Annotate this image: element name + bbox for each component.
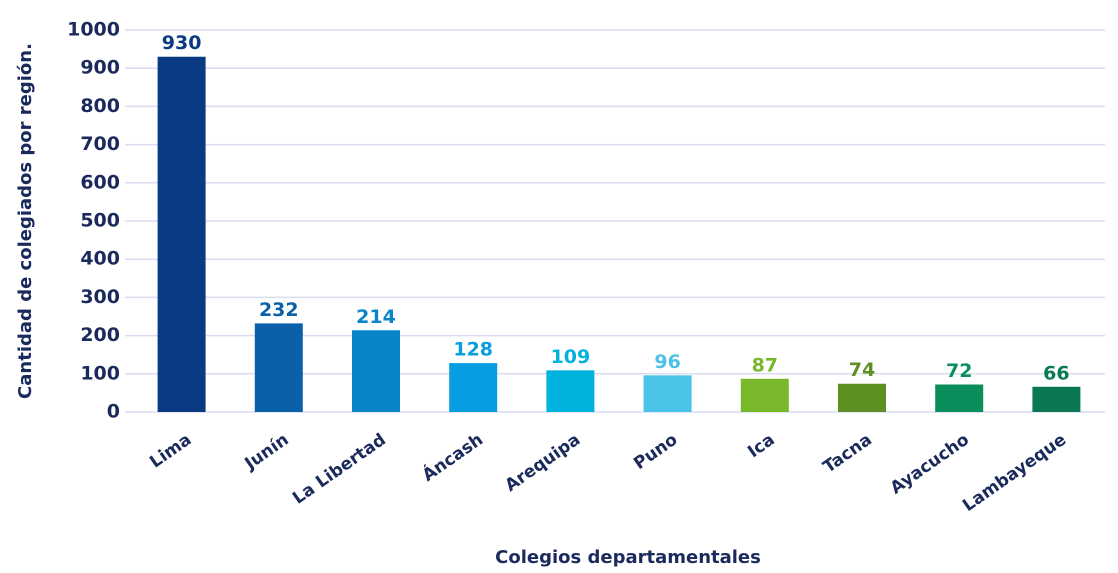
bar	[546, 370, 595, 412]
bar	[157, 56, 206, 413]
y-tick-label: 500	[80, 210, 120, 232]
y-tick-label: 900	[80, 57, 120, 79]
bar	[935, 384, 984, 412]
y-axis-title: Cantidad de colegiados por región.	[15, 43, 36, 399]
data-label: 109	[551, 346, 591, 368]
bar	[449, 363, 498, 412]
y-tick-label: 800	[80, 95, 120, 117]
x-tick-label: Puno	[630, 430, 681, 474]
data-label: 96	[654, 351, 680, 373]
data-label: 214	[356, 306, 396, 328]
bar	[643, 375, 692, 412]
data-label: 128	[453, 339, 493, 361]
x-tick-label: Ayacucho	[887, 430, 973, 499]
y-tick-label: 700	[80, 133, 120, 155]
x-tick-label: Junín	[241, 430, 293, 475]
y-tick-label: 600	[80, 171, 120, 193]
y-tick-label: 300	[80, 286, 120, 308]
x-axis-title: Colegios departamentales	[495, 547, 761, 568]
x-tick-label: Lambayeque	[959, 430, 1070, 516]
bar	[352, 330, 400, 412]
y-tick-label: 200	[80, 324, 120, 346]
x-tick-label: Ica	[744, 430, 778, 462]
bar	[1032, 386, 1081, 412]
y-tick-label: 100	[80, 362, 120, 384]
x-tick-label: Arequipa	[502, 430, 585, 496]
x-tick-label: Tacna	[820, 430, 876, 478]
data-label: 74	[849, 359, 875, 381]
data-label: 87	[752, 354, 778, 376]
data-label: 72	[946, 360, 972, 382]
bar	[838, 383, 886, 412]
data-label: 66	[1043, 362, 1069, 384]
y-tick-label: 400	[80, 248, 120, 270]
y-tick-label: 0	[107, 401, 120, 423]
bar	[254, 323, 303, 412]
x-tick-label: La Libertad	[289, 430, 390, 509]
bar	[740, 378, 789, 412]
y-tick-label: 1000	[67, 19, 120, 41]
x-tick-label: Lima	[146, 430, 195, 473]
data-label: 930	[162, 32, 202, 54]
x-tick-label: Áncash	[418, 428, 487, 486]
data-label: 232	[259, 299, 299, 321]
